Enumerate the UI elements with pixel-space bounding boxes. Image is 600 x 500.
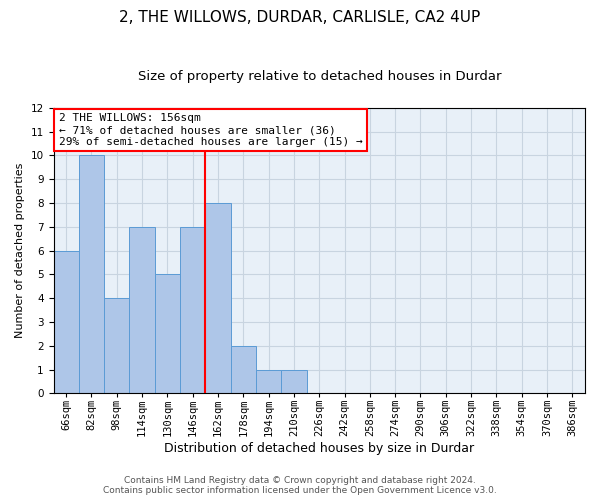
Bar — [79, 156, 104, 394]
Bar — [205, 203, 230, 394]
Bar — [155, 274, 180, 394]
Bar — [130, 227, 155, 394]
Title: Size of property relative to detached houses in Durdar: Size of property relative to detached ho… — [137, 70, 501, 83]
Bar — [53, 250, 79, 394]
Bar — [230, 346, 256, 394]
Text: 2, THE WILLOWS, DURDAR, CARLISLE, CA2 4UP: 2, THE WILLOWS, DURDAR, CARLISLE, CA2 4U… — [119, 10, 481, 25]
Bar — [180, 227, 205, 394]
X-axis label: Distribution of detached houses by size in Durdar: Distribution of detached houses by size … — [164, 442, 475, 455]
Bar — [256, 370, 281, 394]
Text: 2 THE WILLOWS: 156sqm
← 71% of detached houses are smaller (36)
29% of semi-deta: 2 THE WILLOWS: 156sqm ← 71% of detached … — [59, 114, 362, 146]
Y-axis label: Number of detached properties: Number of detached properties — [15, 163, 25, 338]
Bar — [104, 298, 130, 394]
Text: Contains HM Land Registry data © Crown copyright and database right 2024.
Contai: Contains HM Land Registry data © Crown c… — [103, 476, 497, 495]
Bar — [281, 370, 307, 394]
